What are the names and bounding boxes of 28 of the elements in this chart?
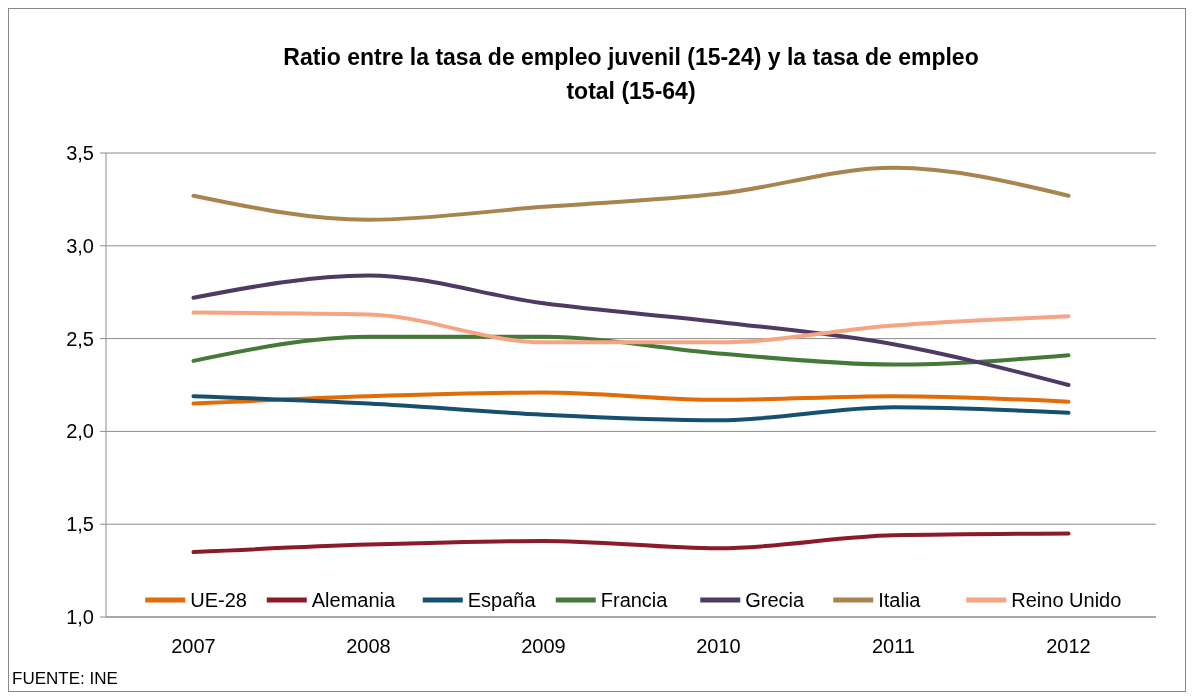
y-tick-label: 2,5 (66, 327, 94, 350)
legend-label: Alemania (311, 589, 397, 611)
y-tick-label: 1,5 (66, 513, 94, 536)
x-tick-label: 2011 (871, 635, 916, 657)
legend-label: Francia (600, 589, 669, 611)
x-tick-label: 2008 (346, 635, 391, 657)
y-tick-label: 3,0 (66, 234, 94, 257)
x-tick-label: 2012 (1046, 635, 1091, 657)
legend-label: Reino Unido (1011, 589, 1122, 611)
line-series (191, 531, 1071, 555)
x-tick-label: 2009 (521, 635, 566, 657)
y-tick-label: 3,5 (66, 142, 94, 164)
line-series (191, 310, 1071, 345)
legend-label: UE-28 (190, 589, 247, 611)
x-tick-label: 2010 (696, 635, 741, 657)
line-series (191, 334, 1071, 367)
legend-label: Italia (878, 589, 922, 611)
legend-label: Grecia (745, 589, 806, 611)
y-tick-label: 1,0 (66, 606, 94, 628)
source-note: FUENTE: INE (12, 669, 118, 688)
y-tick-label: 2,0 (66, 420, 94, 443)
line-series (191, 394, 1071, 423)
legend-label: España (467, 589, 537, 611)
line-series (191, 390, 1071, 406)
line-series (191, 165, 1071, 222)
chart-title: Ratio entre la tasa de empleo juvenil (15-24) y la tasa de empleo total (15-64) (283, 44, 979, 104)
x-tick-label: 2007 (171, 635, 216, 657)
line-series (191, 273, 1071, 387)
